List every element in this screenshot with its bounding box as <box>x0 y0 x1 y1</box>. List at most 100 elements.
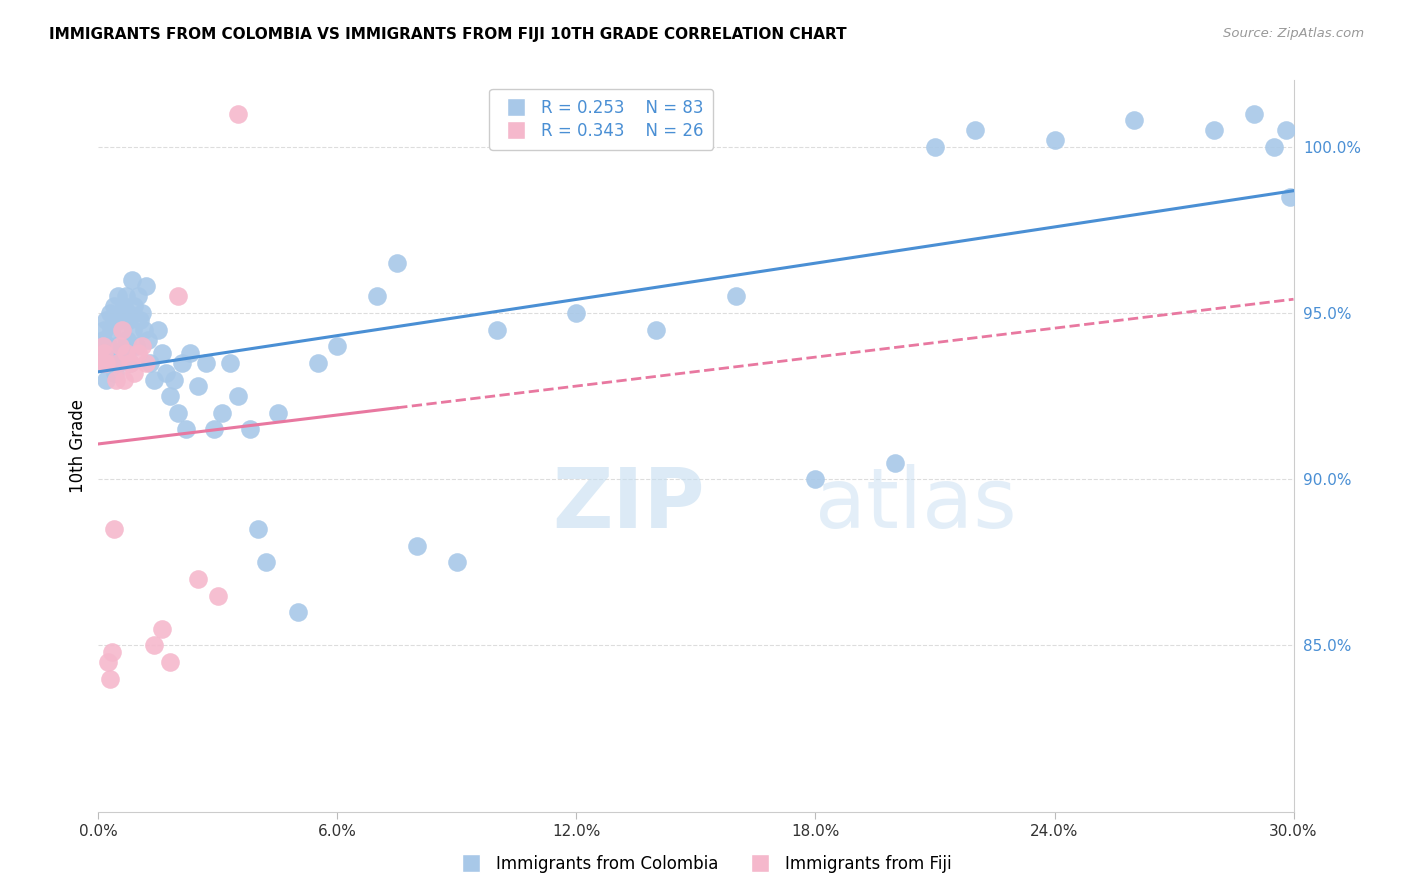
Legend: Immigrants from Colombia, Immigrants from Fiji: Immigrants from Colombia, Immigrants fro… <box>447 848 959 880</box>
Point <box>94 372 117 386</box>
Point <box>1243 106 1265 120</box>
Point <box>104 366 127 380</box>
Point <box>103 522 125 536</box>
Text: ZIP: ZIP <box>553 464 704 545</box>
Point <box>1043 133 1066 147</box>
Point <box>107 356 129 370</box>
Point <box>143 639 166 653</box>
Point <box>187 572 209 586</box>
Point <box>207 589 229 603</box>
Text: atlas: atlas <box>815 464 1017 545</box>
Point <box>91 339 114 353</box>
Point <box>96 356 118 370</box>
Point <box>167 289 190 303</box>
Point <box>107 289 129 303</box>
Point <box>485 323 508 337</box>
Point <box>267 406 290 420</box>
Point <box>219 356 242 370</box>
Point <box>93 346 115 360</box>
Point <box>111 323 134 337</box>
Point <box>565 306 588 320</box>
Point <box>129 312 152 326</box>
Point <box>202 422 225 436</box>
Point <box>115 346 138 360</box>
Point <box>108 312 131 326</box>
Point <box>179 346 201 360</box>
Y-axis label: 10th Grade: 10th Grade <box>69 399 87 493</box>
Point <box>96 312 118 326</box>
Point <box>91 346 114 360</box>
Point <box>127 346 149 360</box>
Point <box>100 323 122 337</box>
Point <box>122 323 145 337</box>
Point <box>159 389 181 403</box>
Point <box>103 312 125 326</box>
Point <box>135 279 157 293</box>
Point <box>98 306 122 320</box>
Point <box>724 289 747 303</box>
Point <box>174 422 197 436</box>
Point <box>91 333 114 347</box>
Point <box>134 323 156 337</box>
Point <box>963 123 986 137</box>
Point <box>1263 140 1285 154</box>
Point <box>167 406 190 420</box>
Point <box>446 555 468 569</box>
Point <box>385 256 409 270</box>
Point <box>115 333 138 347</box>
Point <box>110 346 132 360</box>
Point <box>1274 123 1296 137</box>
Point <box>159 655 181 669</box>
Point <box>114 339 136 353</box>
Point <box>139 356 162 370</box>
Point <box>211 406 233 420</box>
Point <box>98 672 122 686</box>
Point <box>1202 123 1225 137</box>
Point <box>98 346 121 360</box>
Legend: R = 0.253    N = 83, R = 0.343    N = 26: R = 0.253 N = 83, R = 0.343 N = 26 <box>489 88 713 150</box>
Point <box>172 356 194 370</box>
Point <box>1278 189 1301 203</box>
Point <box>117 306 139 320</box>
Point <box>89 356 111 370</box>
Point <box>254 555 277 569</box>
Point <box>127 289 149 303</box>
Point <box>287 605 309 619</box>
Point <box>103 299 125 313</box>
Point <box>187 379 209 393</box>
Text: Source: ZipAtlas.com: Source: ZipAtlas.com <box>1223 27 1364 40</box>
Point <box>239 422 262 436</box>
Point <box>155 366 177 380</box>
Point <box>131 306 153 320</box>
Point <box>307 356 329 370</box>
Point <box>226 106 249 120</box>
Point <box>884 456 907 470</box>
Point <box>195 356 218 370</box>
Point <box>112 299 135 313</box>
Text: IMMIGRANTS FROM COLOMBIA VS IMMIGRANTS FROM FIJI 10TH GRADE CORRELATION CHART: IMMIGRANTS FROM COLOMBIA VS IMMIGRANTS F… <box>49 27 846 42</box>
Point <box>924 140 946 154</box>
Point <box>131 339 153 353</box>
Point <box>150 346 173 360</box>
Point <box>118 312 141 326</box>
Point <box>120 356 142 370</box>
Point <box>124 366 146 380</box>
Point <box>366 289 388 303</box>
Point <box>90 356 112 370</box>
Point <box>124 299 146 313</box>
Point <box>97 339 120 353</box>
Point <box>246 522 269 536</box>
Point <box>150 622 173 636</box>
Point <box>135 356 157 370</box>
Point <box>105 372 128 386</box>
Point <box>115 289 138 303</box>
Point <box>226 389 249 403</box>
Point <box>110 339 132 353</box>
Point <box>90 339 112 353</box>
Point <box>93 323 115 337</box>
Point <box>121 273 143 287</box>
Point <box>143 372 166 386</box>
Point <box>326 339 349 353</box>
Point <box>112 372 135 386</box>
Point <box>97 655 120 669</box>
